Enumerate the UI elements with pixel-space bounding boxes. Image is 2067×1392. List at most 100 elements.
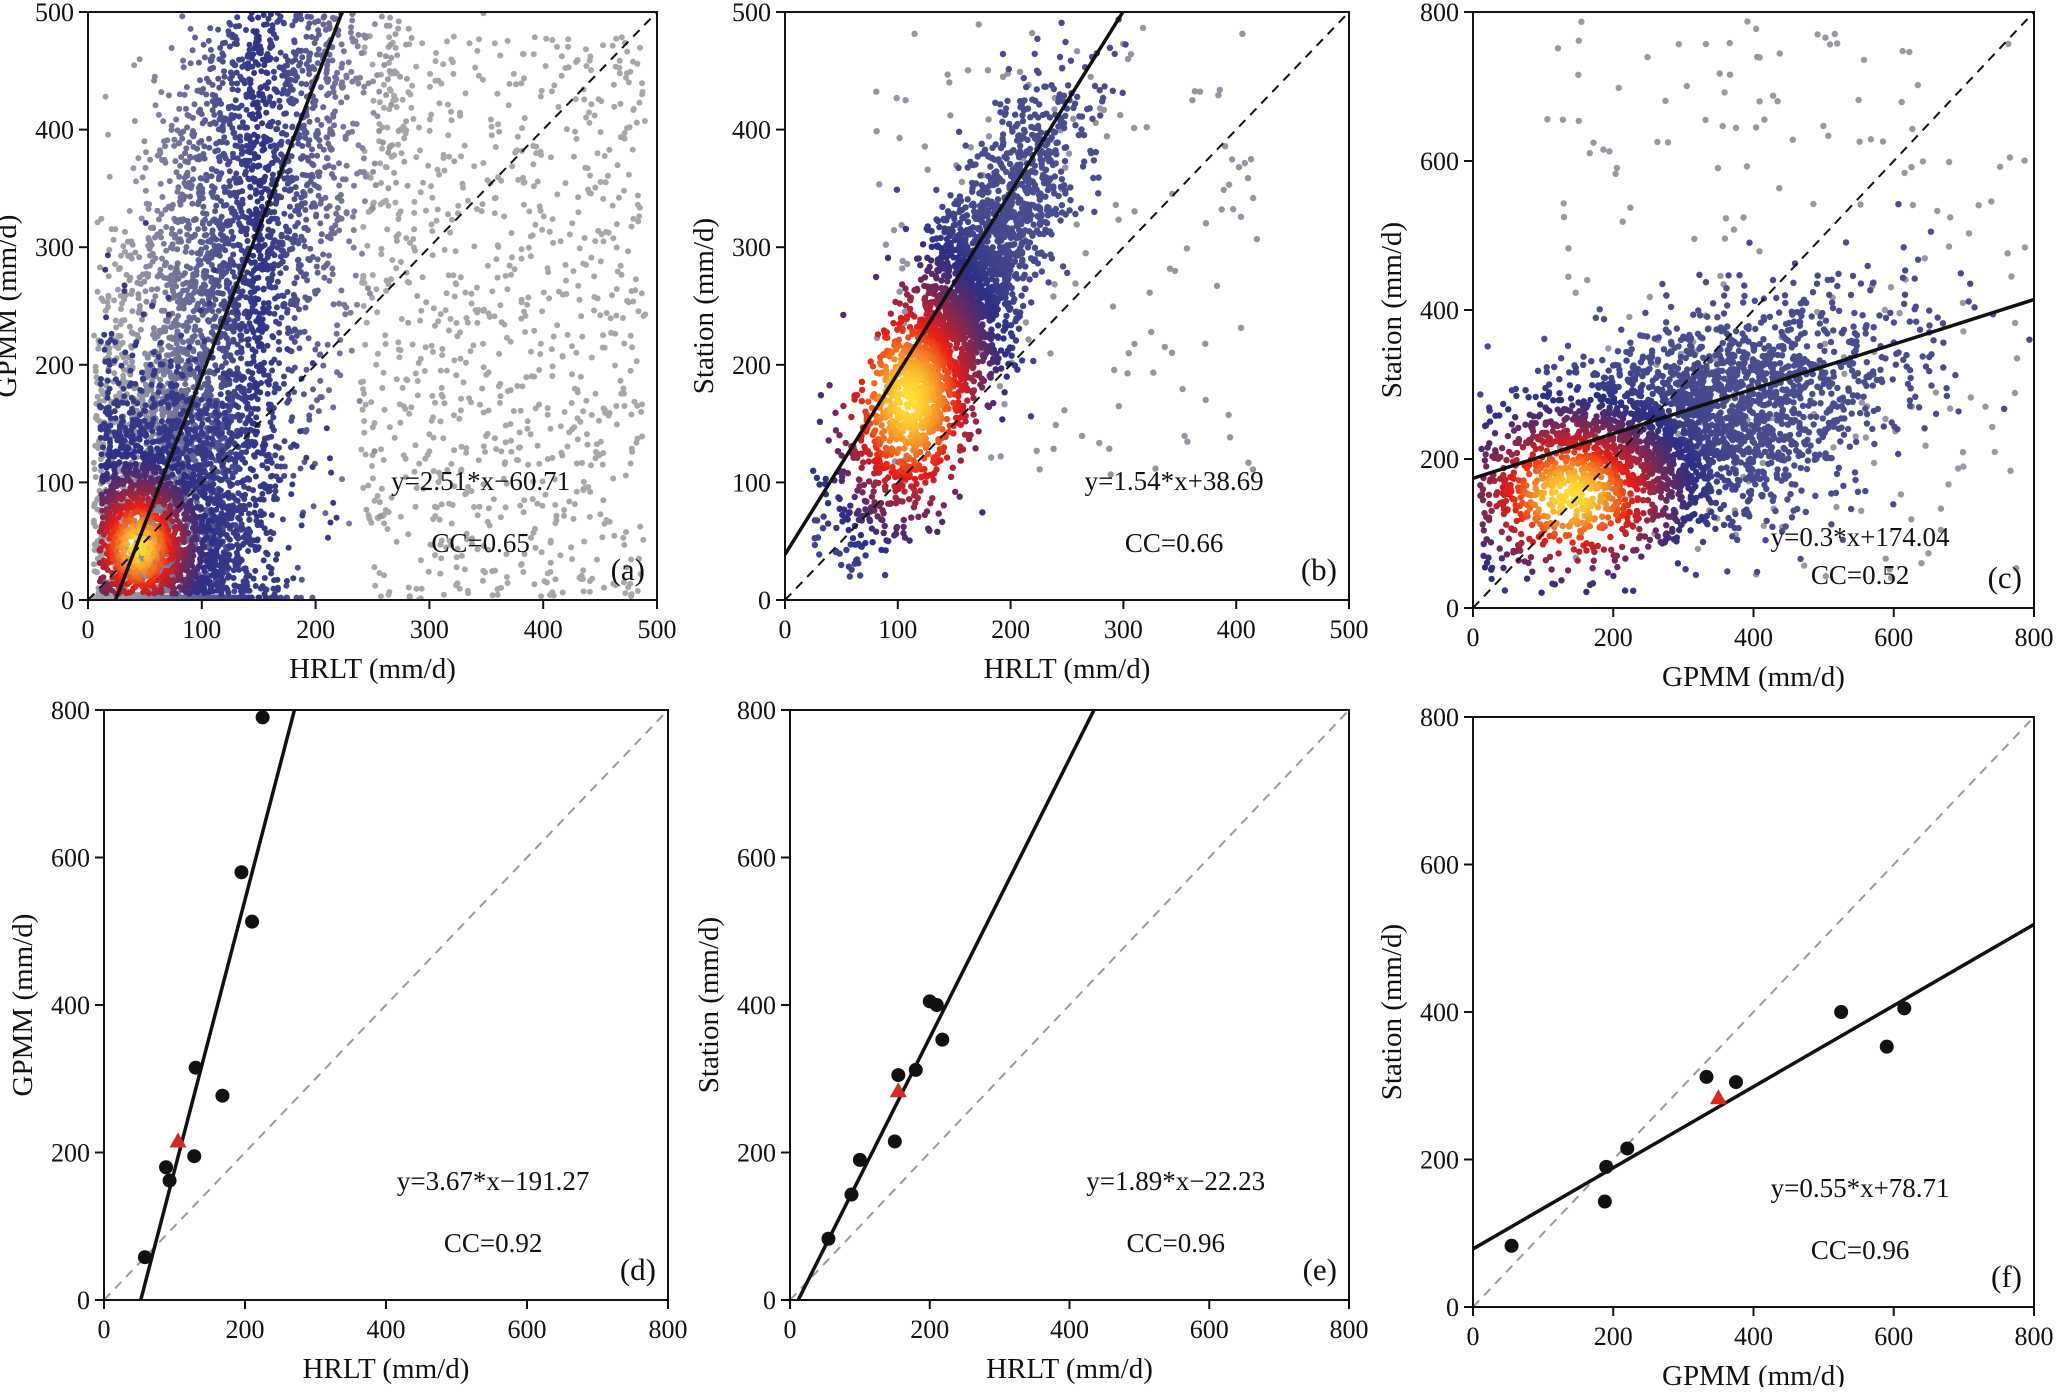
scatter-point [206,144,213,151]
scatter-point [600,497,607,504]
scatter-point [281,110,288,117]
scatter-point [553,512,560,519]
scatter-point [417,147,423,154]
scatter-point [320,251,327,258]
scatter-point [395,216,402,222]
scatter-point [428,183,434,190]
scatter-point [440,151,447,158]
scatter-point [501,213,508,220]
scatter-point [580,478,587,485]
scatter-point [183,84,190,91]
scatter-point [436,100,443,107]
scatter-point [318,52,325,59]
scatter-point [619,315,626,321]
scatter-point [239,143,245,150]
scatter-point [314,169,321,176]
scatter-point [489,568,496,575]
scatter-point [480,12,487,17]
scatter-point [371,420,378,426]
scatter-point [430,348,436,355]
scatter-point [474,546,481,553]
scatter-point [460,379,467,386]
scatter-point [185,159,191,166]
scatter-point [488,132,495,139]
scatter-point [428,221,435,228]
scatter-point [592,184,599,191]
scatter-point [349,78,356,85]
scatter-point [348,347,355,354]
scatter-point [98,467,104,474]
scatter-point [224,335,231,342]
scatter-point [386,34,393,41]
scatter-point [522,329,529,335]
scatter-point [583,63,590,69]
scatter-point [621,390,627,397]
scatter-point [502,459,509,466]
scatter-point [367,290,373,297]
scatter-point [193,499,200,506]
scatter-point [392,199,399,206]
scatter-point [546,295,553,302]
scatter-point [343,162,350,169]
scatter-point [178,357,185,364]
scatter-point [445,327,452,334]
scatter-point [515,176,522,183]
scatter-point [173,169,180,176]
scatter-point [547,154,554,161]
scatter-point [352,272,359,279]
scatter-point [293,594,300,600]
scatter-point [286,203,293,210]
scatter-point [237,137,244,144]
scatter-point [631,398,638,405]
scatter-point [226,265,233,272]
scatter-point [507,387,514,394]
scatter-point [580,260,587,267]
scatter-point [388,276,395,283]
scatter-point [129,358,136,365]
scatter-point [436,171,443,178]
scatter-point [281,438,288,445]
scatter-point [340,48,347,55]
scatter-point [612,582,619,589]
scatter-point [234,143,241,149]
scatter-point [394,52,401,59]
scatter-point [346,520,353,527]
scatter-point [317,220,324,227]
scatter-point [231,273,238,280]
scatter-point [518,255,525,262]
scatter-point [615,194,622,201]
scatter-point [502,504,509,511]
scatter-point [448,520,455,527]
scatter-point [203,506,210,513]
scatter-point [292,232,298,239]
scatter-point [191,101,198,108]
scatter-point [412,503,419,510]
scatter-point [413,63,420,70]
scatter-point [557,238,564,245]
scatter-point [371,160,378,167]
scatter-point [269,333,276,340]
scatter-point [417,557,424,564]
scatter-point [271,153,278,160]
scatter-point [133,178,139,185]
scatter-point [330,84,336,91]
scatter-point [435,469,442,476]
scatter-point [241,274,248,281]
scatter-point [201,54,208,61]
scatter-point [374,113,381,120]
scatter-point [538,593,545,600]
scatter-point [402,474,409,481]
scatter-point [627,68,634,75]
scatter-point [597,438,604,445]
scatter-point [534,178,541,185]
scatter-point [190,384,197,391]
scatter-point [405,319,412,326]
scatter-point [490,496,497,503]
scatter-point [414,392,421,399]
scatter-point [291,196,298,203]
scatter-point [533,150,540,157]
scatter-point [577,418,584,425]
scatter-point [441,246,448,253]
scatter-point [473,206,480,212]
scatter-point [303,61,310,68]
